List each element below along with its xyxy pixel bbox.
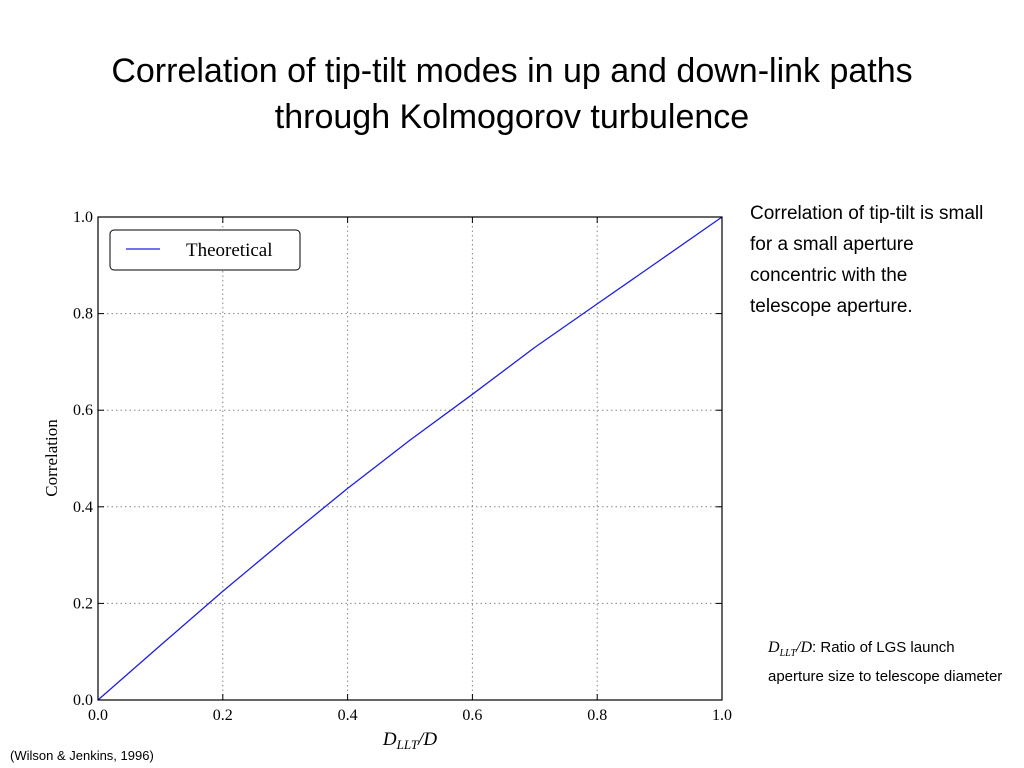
footnote-symbol: D xyxy=(768,639,780,656)
citation: (Wilson & Jenkins, 1996) xyxy=(10,748,154,763)
axis-footnote: DLLT/D: Ratio of LGS launch aperture siz… xyxy=(768,636,1008,688)
y-tick-label: 0.0 xyxy=(73,692,93,709)
x-tick-label: 0.8 xyxy=(587,707,607,724)
x-tick-label: 1.0 xyxy=(712,707,732,724)
slide-title-line-1: Correlation of tip-tilt modes in up and … xyxy=(111,52,913,90)
series-line-theoretical xyxy=(97,216,723,701)
x-tick-label: 0.6 xyxy=(462,707,482,724)
legend-box xyxy=(109,229,301,271)
footnote-subscript: LLT xyxy=(779,648,797,660)
slide-title-line-2: through Kolmogorov turbulence xyxy=(274,98,750,136)
legend: Theoretical xyxy=(109,229,301,271)
x-axis-label-sub: LLT xyxy=(396,737,419,752)
chart-grid xyxy=(97,216,723,701)
y-tick-label: 1.0 xyxy=(73,209,93,226)
side-note: Correlation of tip-tilt is small for a s… xyxy=(750,203,984,317)
y-tick-label: 0.8 xyxy=(73,306,93,323)
footnote-text: : Ratio of LGS launch aperture size to t… xyxy=(768,639,1003,686)
x-axis-label-main: D xyxy=(382,729,397,750)
x-axis-label-tail: /D xyxy=(417,729,437,750)
y-axis-label: Correlation xyxy=(42,419,61,497)
x-axis-label: DLLT/D xyxy=(382,729,437,752)
footnote-symbol-tail: /D xyxy=(796,639,813,656)
plot-frame xyxy=(97,216,723,701)
slide-title: Correlation of tip-tilt modes in up and … xyxy=(40,48,984,140)
y-tick-label: 0.2 xyxy=(73,595,93,612)
x-tick-label: 0.4 xyxy=(338,707,358,724)
x-tick-label: 0.2 xyxy=(213,707,233,724)
legend-label-theoretical: Theoretical xyxy=(186,240,273,261)
y-tick-label: 0.6 xyxy=(73,402,93,419)
x-tick-label: 0.0 xyxy=(88,707,108,724)
chart-ticks: 0.0 0.2 0.4 0.6 0.8 1.0 0.0 0.2 0.4 0.6 0.8 1.0 xyxy=(73,209,732,724)
y-tick-label: 0.4 xyxy=(73,499,93,516)
